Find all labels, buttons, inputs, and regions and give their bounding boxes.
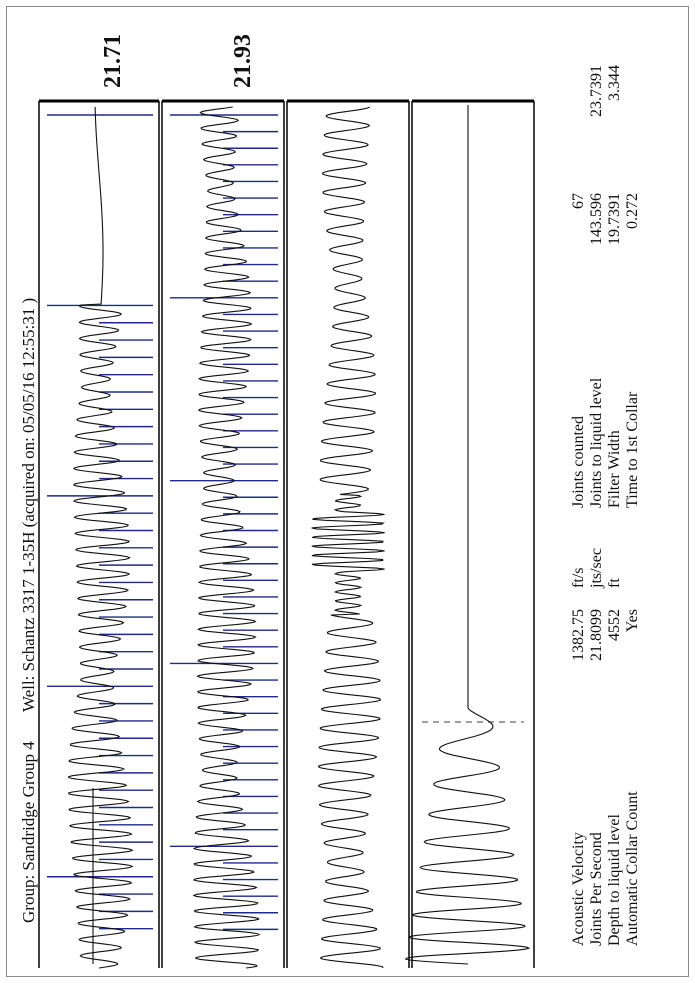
- stat-value-joints-counted: 67: [570, 193, 587, 209]
- stat-label-filter-width: Filter Width: [606, 430, 623, 508]
- stat-value-time-first-collar: 0.272: [624, 193, 641, 229]
- stat-label-depth-to-liquid: Depth to liquid level: [606, 813, 623, 946]
- stat-extra-joints-to-liquid: 23.7391: [588, 65, 605, 117]
- stat-value-filter-width: 19.7391: [606, 193, 623, 245]
- stat-value-joints-per-second: 21.8099: [588, 609, 605, 661]
- stat-value-auto-collar-count: Yes: [624, 609, 641, 632]
- stat-extra-filter-width: 3.344: [606, 65, 623, 101]
- stat-unit-joints-per-second: jts/sec: [588, 548, 605, 589]
- reading-first: 21.71: [100, 34, 126, 88]
- trace-panel-1: [38, 99, 160, 969]
- stat-value-depth-to-liquid: 4552: [606, 609, 623, 641]
- stat-label-joints-counted: Joints counted: [570, 416, 587, 508]
- waveform-line: [311, 106, 385, 968]
- group-title: Group: Sandridge Group 4: [19, 741, 38, 923]
- stat-label-joints-to-liquid: Joints to liquid level: [588, 377, 605, 508]
- stat-unit-depth-to-liquid: ft: [606, 578, 623, 588]
- trace-panels: [38, 99, 535, 969]
- waveform-line: [192, 106, 261, 969]
- waveform-line: [68, 107, 134, 969]
- stat-value-joints-to-liquid: 143.596: [588, 193, 605, 245]
- trace-panel-3: [286, 99, 410, 968]
- page-frame: [6, 6, 689, 977]
- reading-second: 21.93: [230, 34, 256, 88]
- stat-unit-acoustic-velocity: ft/s: [570, 568, 587, 588]
- stat-label-acoustic-velocity: Acoustic Velocity: [570, 832, 587, 946]
- stat-value-acoustic-velocity: 1382.75: [570, 609, 587, 661]
- stat-label-auto-collar-count: Automatic Collar Count: [624, 791, 641, 946]
- stats-block: Acoustic Velocity Joints Per Second Dept…: [570, 65, 641, 946]
- trace-panel-4: [404, 99, 535, 968]
- stat-label-time-first-collar: Time to 1st Collar: [624, 391, 641, 508]
- waveform-line: [404, 105, 531, 965]
- trace-panel-2: [161, 99, 285, 969]
- well-title: Well: Schantz 3317 1-35H (acquired on: 0…: [19, 298, 38, 712]
- stat-label-joints-per-second: Joints Per Second: [588, 832, 605, 946]
